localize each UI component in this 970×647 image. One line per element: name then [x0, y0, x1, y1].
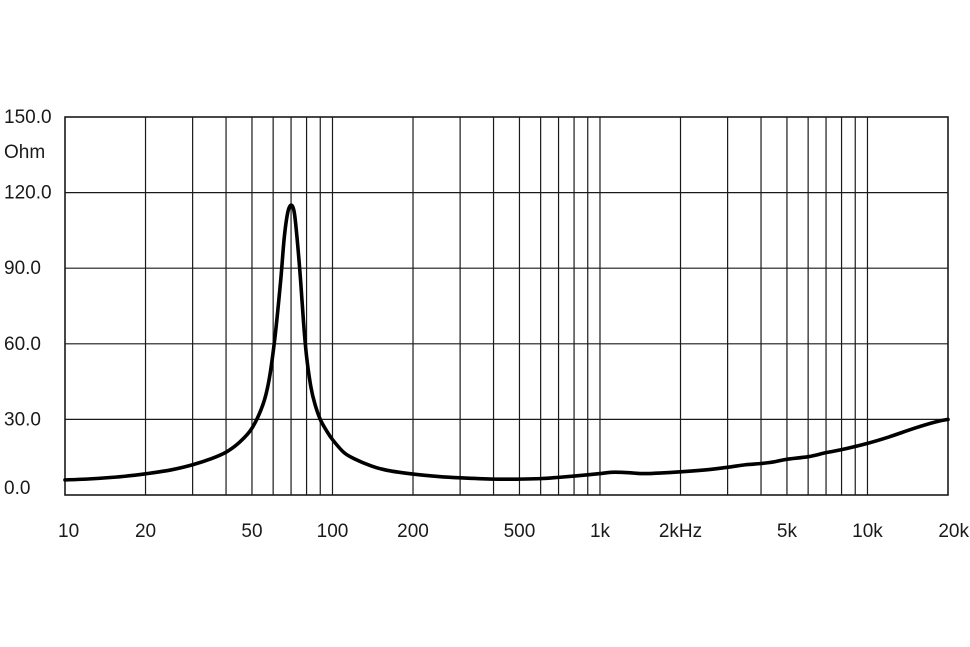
x-tick-label: 2kHz — [659, 521, 702, 542]
y-tick-labels: 0.0 30.0 60.0 90.0 120.0 150.0 — [4, 107, 52, 499]
y-tick-label: 150.0 — [4, 107, 52, 128]
y-tick-label: 120.0 — [4, 183, 52, 204]
x-tick-label: 5k — [777, 521, 798, 542]
plot-frame — [64, 116, 949, 496]
x-tick-label: 20k — [938, 521, 969, 542]
x-tick-label: 20 — [135, 521, 156, 542]
x-tick-label: 50 — [241, 521, 262, 542]
x-tick-label: 200 — [397, 521, 429, 542]
x-tick-label: 100 — [317, 521, 349, 542]
y-tick-label: 60.0 — [4, 334, 41, 355]
y-tick-label: 0.0 — [4, 478, 30, 499]
y-unit-label: Ohm — [4, 142, 45, 163]
impedance-curve — [63, 203, 950, 482]
x-tick-label: 1k — [590, 521, 611, 542]
grid-lines — [65, 117, 948, 495]
y-tick-label: 30.0 — [4, 409, 41, 430]
x-tick-label: 500 — [504, 521, 536, 542]
x-tick-label: 10k — [852, 521, 883, 542]
x-tick-labels: 10 20 50 100 200 500 1k 2kHz 5k 10k 20k — [58, 521, 969, 542]
y-tick-label: 90.0 — [4, 258, 41, 279]
x-tick-label: 10 — [58, 521, 79, 542]
